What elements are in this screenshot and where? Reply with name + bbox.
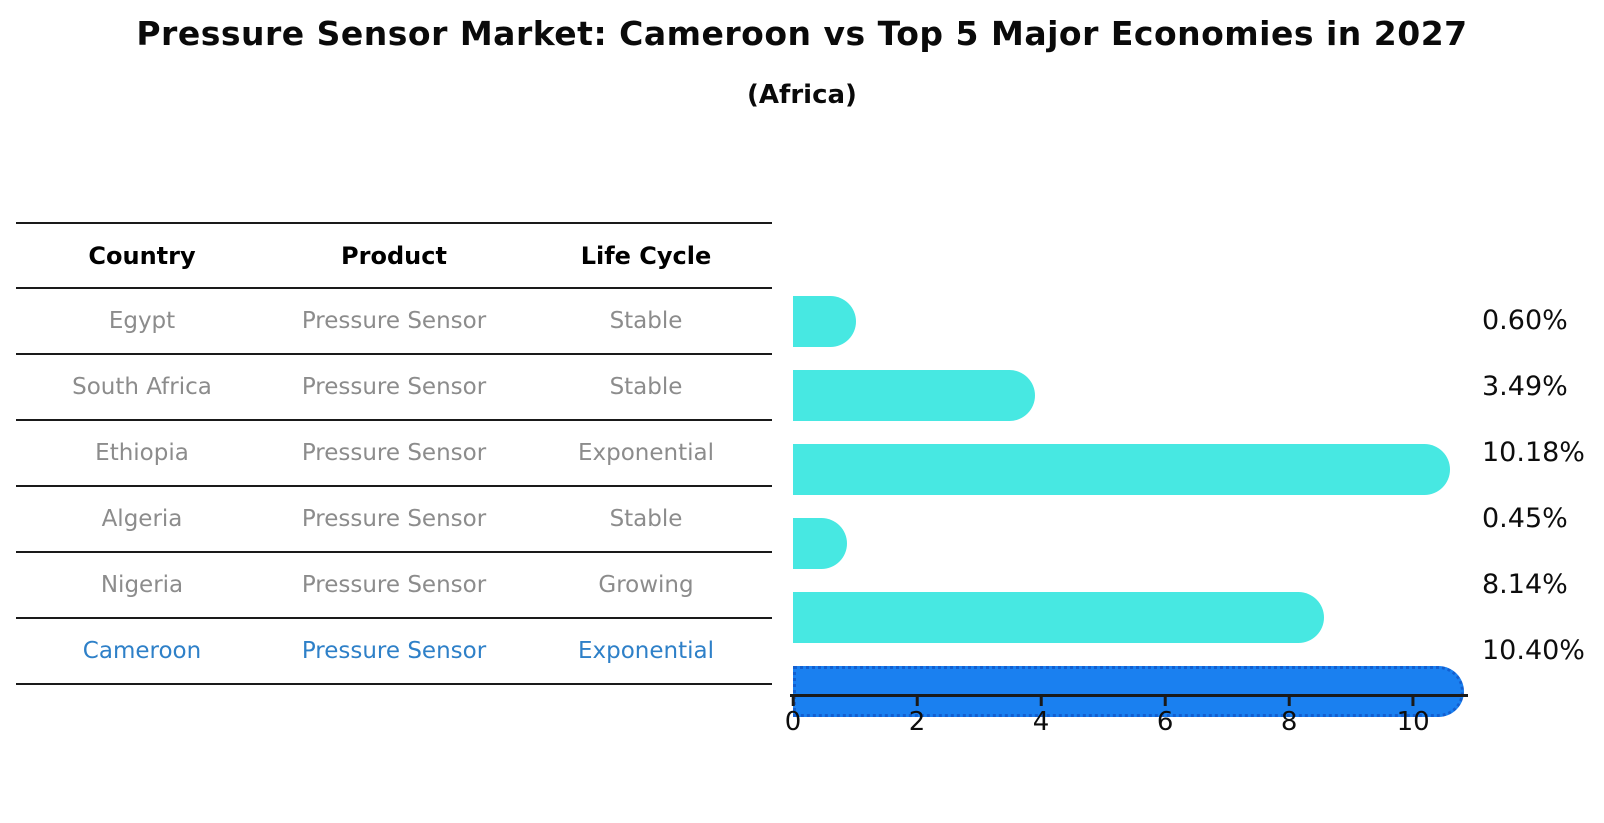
bar-south-africa <box>793 370 1036 421</box>
column-header-country: Country <box>88 241 196 270</box>
tick-label: 10 <box>1396 707 1430 737</box>
bar-chart <box>793 288 1469 717</box>
bar-nigeria <box>793 592 1324 643</box>
data-table: Country Product Life Cycle Egypt Pressur… <box>16 222 772 685</box>
chart-title: Pressure Sensor Market: Cameroon vs Top … <box>136 14 1468 53</box>
cell-product: Pressure Sensor <box>301 638 487 664</box>
tick-mark <box>915 697 919 706</box>
chart-subtitle: (Africa) <box>747 80 857 110</box>
cell-life-cycle: Growing <box>598 572 694 598</box>
tick-label: 0 <box>784 707 802 737</box>
value-label-ethiopia: 10.18% <box>1482 437 1585 468</box>
cell-country: South Africa <box>72 374 212 400</box>
tick-mark <box>1287 697 1291 706</box>
column-header-product: Product <box>341 241 447 270</box>
bar-egypt <box>793 296 857 347</box>
cell-country: Algeria <box>101 506 183 532</box>
tick-label: 2 <box>908 707 926 737</box>
cell-product: Pressure Sensor <box>301 572 487 598</box>
bar-ethiopia <box>793 444 1451 495</box>
cell-life-cycle: Exponential <box>577 440 714 466</box>
cell-country: Cameroon <box>82 638 202 664</box>
column-header-life-cycle: Life Cycle <box>580 241 712 270</box>
tick-mark <box>1163 697 1167 706</box>
cell-country: Egypt <box>108 308 176 334</box>
table-row-algeria: Algeria Pressure Sensor Stable <box>16 487 772 553</box>
bar-row <box>793 296 1469 362</box>
bar-row <box>793 518 1469 584</box>
value-label-nigeria: 8.14% <box>1482 569 1568 600</box>
bar-algeria <box>793 518 847 569</box>
bar-row <box>793 444 1469 510</box>
table-row-nigeria: Nigeria Pressure Sensor Growing <box>16 553 772 619</box>
bar-row <box>793 370 1469 436</box>
cell-product: Pressure Sensor <box>301 440 487 466</box>
table-header-row: Country Product Life Cycle <box>16 224 772 289</box>
value-label-algeria: 0.45% <box>1482 503 1568 534</box>
cell-life-cycle: Stable <box>609 308 683 334</box>
table-row-south-africa: South Africa Pressure Sensor Stable <box>16 355 772 421</box>
cell-product: Pressure Sensor <box>301 506 487 532</box>
x-axis-line <box>790 694 1468 697</box>
tick-label: 4 <box>1032 707 1050 737</box>
cell-life-cycle: Stable <box>609 374 683 400</box>
cell-life-cycle: Stable <box>609 506 683 532</box>
table-row-ethiopia: Ethiopia Pressure Sensor Exponential <box>16 421 772 487</box>
x-tick: 6 <box>1156 697 1174 737</box>
bar-cameroon-highlighted <box>793 666 1464 717</box>
value-label-cameroon: 10.40% <box>1482 635 1585 666</box>
value-label-south-africa: 3.49% <box>1482 371 1568 402</box>
bar-row <box>793 666 1469 732</box>
tick-mark <box>1411 697 1415 706</box>
cell-product: Pressure Sensor <box>301 374 487 400</box>
x-axis-ticks: 0 2 4 6 8 10 <box>785 697 1469 752</box>
cell-product: Pressure Sensor <box>301 308 487 334</box>
value-label-egypt: 0.60% <box>1482 305 1568 336</box>
cell-life-cycle: Exponential <box>577 638 714 664</box>
tick-mark <box>791 697 795 706</box>
tick-label: 8 <box>1280 707 1298 737</box>
value-labels: 0.60% 3.49% 10.18% 0.45% 8.14% 10.40% <box>1482 288 1602 684</box>
tick-mark <box>1039 697 1043 706</box>
table-row-egypt: Egypt Pressure Sensor Stable <box>16 289 772 355</box>
x-tick: 0 <box>784 697 802 737</box>
table-row-cameroon-highlighted: Cameroon Pressure Sensor Exponential <box>16 619 772 685</box>
cell-country: Ethiopia <box>95 440 189 466</box>
x-tick: 10 <box>1397 697 1430 737</box>
bar-row <box>793 592 1469 658</box>
x-tick: 8 <box>1280 697 1298 737</box>
x-tick: 4 <box>1032 697 1050 737</box>
x-tick: 2 <box>908 697 926 737</box>
cell-country: Nigeria <box>100 572 184 598</box>
tick-label: 6 <box>1156 707 1174 737</box>
